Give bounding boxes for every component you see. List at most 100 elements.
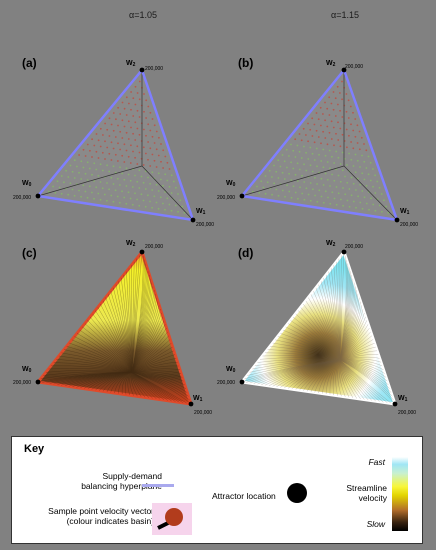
panel-a-sample-point bbox=[132, 115, 135, 117]
panel-d-streamline bbox=[339, 263, 349, 361]
panel-a-sample-point bbox=[151, 153, 154, 156]
panel-b-sample-point bbox=[383, 199, 385, 202]
panel-b-sample-point bbox=[358, 148, 361, 151]
panel-a-sample-point bbox=[115, 118, 117, 121]
panel-d-streamline bbox=[267, 349, 341, 361]
panel-a-sample-point bbox=[125, 131, 128, 134]
panel-b-sample-point bbox=[352, 147, 355, 150]
panel-a-sample-point bbox=[130, 126, 132, 129]
panel-b-sample-point bbox=[283, 178, 286, 180]
panel-c-streamline bbox=[74, 336, 133, 373]
panel-b-sample-point bbox=[350, 141, 352, 143]
panel-b-sample-point bbox=[357, 177, 359, 180]
panel-b-sample-point bbox=[318, 189, 321, 192]
panel-b-sample-point bbox=[331, 155, 333, 158]
panel-a-sample-point bbox=[114, 189, 117, 192]
panel-b-sample-point bbox=[309, 199, 312, 202]
panel-b-sample-point bbox=[337, 192, 340, 195]
panel-b-sample-point bbox=[300, 157, 303, 159]
panel-a-sample-point bbox=[125, 185, 128, 187]
panel-a-sample-point bbox=[131, 203, 134, 206]
panel-c-streamline bbox=[131, 278, 151, 373]
panel-b-sample-point bbox=[264, 192, 267, 195]
panel-d-streamline bbox=[339, 301, 361, 361]
panel-b-sample-point bbox=[315, 112, 318, 114]
panel-d-vertex-dot bbox=[341, 249, 347, 255]
panel-b-sample-point bbox=[328, 149, 331, 152]
panel-b-sample-point bbox=[309, 128, 312, 131]
panel-b-sample-point bbox=[298, 133, 301, 135]
panel-a-sample-point bbox=[134, 174, 136, 177]
panel-b-sample-point bbox=[284, 195, 286, 198]
panel-d-vertex-left-value: 200,000 bbox=[217, 380, 236, 386]
panel-a-vertex-left-value: 200,000 bbox=[13, 195, 32, 201]
panel-b-sample-point bbox=[341, 151, 344, 154]
panel-b-sample-point bbox=[281, 154, 284, 156]
panel-b-sample-point bbox=[339, 109, 341, 112]
key-sample-line2: (colour indicates basin) bbox=[66, 516, 154, 527]
panel-d-streamline bbox=[339, 359, 384, 403]
panel-a-sample-point bbox=[84, 172, 87, 175]
panel-a-edge-inner-left bbox=[37, 165, 143, 197]
panel-a-sample-point bbox=[67, 176, 70, 178]
panel-c-streamline bbox=[131, 316, 163, 373]
panel-a-sample-point bbox=[132, 150, 134, 153]
panel-b-sample-point bbox=[326, 143, 329, 146]
panel-c-streamline bbox=[48, 368, 133, 373]
panel-a-sample-point bbox=[162, 184, 164, 187]
panel-a-sample-point bbox=[60, 175, 63, 177]
panel-d-streamline bbox=[303, 303, 341, 361]
panel-a-sample-point bbox=[119, 148, 121, 151]
panel-a-sample-point bbox=[170, 174, 173, 177]
panel-b-sample-point bbox=[348, 152, 350, 155]
panel-b-sample-point bbox=[367, 173, 370, 176]
panel-a-sample-point bbox=[60, 192, 63, 195]
panel-a-sample-point bbox=[147, 105, 150, 108]
panel-d-streamline bbox=[282, 329, 341, 361]
panel-c-streamline bbox=[131, 371, 150, 399]
panel-d-streamline bbox=[331, 268, 341, 361]
panel-a-sample-point bbox=[138, 80, 141, 83]
panel-d-streamline bbox=[339, 324, 369, 361]
panel-b-sample-point bbox=[350, 194, 353, 197]
panel-b-field bbox=[242, 70, 397, 220]
panel-b-sample-point bbox=[309, 146, 312, 149]
panel-b-sample-point bbox=[333, 179, 336, 182]
panel-b-sample-point bbox=[369, 179, 372, 182]
panel-b-sample-point bbox=[345, 110, 348, 113]
panel-b-sample-point bbox=[285, 148, 288, 151]
panel-c-streamline bbox=[128, 268, 133, 373]
panel-d-streamline bbox=[339, 359, 387, 378]
panel-d-streamline bbox=[329, 359, 341, 395]
panel-a-sample-point bbox=[117, 106, 119, 109]
panel-b-sample-point bbox=[372, 203, 375, 206]
panel-d-label: (d) bbox=[238, 246, 254, 260]
key-hyperplane-line2: balancing hyperplane bbox=[81, 481, 162, 492]
panel-a-sample-point bbox=[157, 154, 160, 157]
key-hyperplane-line1: Supply-demand bbox=[102, 471, 162, 481]
panel-b-sample-point bbox=[342, 204, 344, 207]
panel-b-sample-point bbox=[315, 129, 318, 132]
panel-b-sample-point bbox=[317, 136, 320, 138]
panel-a-sample-point bbox=[127, 191, 130, 194]
panel-b-sample-point bbox=[303, 163, 305, 166]
panel-a-sample-point bbox=[151, 189, 154, 191]
panel-d-streamline bbox=[339, 359, 357, 399]
panel-b-sample-point bbox=[365, 184, 368, 187]
panel-b-sample-point bbox=[301, 174, 303, 177]
panel-d-streamline bbox=[252, 359, 341, 370]
panel-c-streamline bbox=[131, 371, 146, 398]
panel-a-sample-point bbox=[130, 108, 132, 111]
panel-d-streamline bbox=[305, 300, 341, 361]
panel-a-sample-point bbox=[149, 165, 152, 167]
panel-c-streamline bbox=[131, 346, 173, 373]
panel-b-sample-point bbox=[335, 150, 338, 153]
panel-c-streamline bbox=[131, 331, 168, 373]
panel-a-edge-inner-right bbox=[141, 165, 194, 221]
panel-b-sample-point bbox=[374, 192, 377, 194]
panel-a-sample-point bbox=[108, 152, 111, 155]
panel-b-sample-point bbox=[344, 193, 347, 196]
panel-a-sample-point bbox=[67, 193, 70, 196]
panel-d-streamline bbox=[339, 359, 361, 400]
